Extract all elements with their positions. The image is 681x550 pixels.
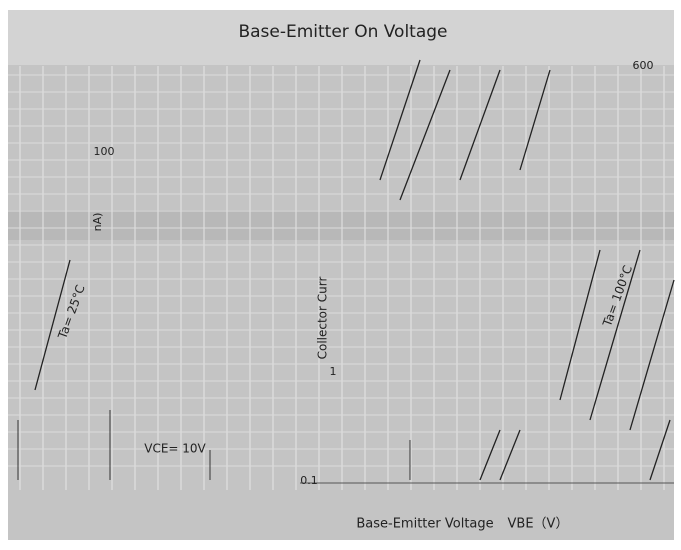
mid-band [8, 210, 674, 240]
x-axis-label: Base-Emitter Voltage [356, 517, 493, 532]
value-label: 100 [94, 145, 115, 158]
artifact-line [589, 249, 641, 421]
artifact-line [629, 279, 675, 431]
top-band [8, 10, 674, 65]
artifact-line [379, 59, 421, 181]
artifact-line [559, 249, 601, 401]
condition-label: VCE= 10V [144, 442, 206, 456]
artifact-line [519, 69, 551, 171]
x-axis-symbol: VBE（V） [508, 517, 569, 532]
glitched-chart [8, 10, 674, 540]
title: Base-Emitter On Voltage [238, 22, 447, 42]
value-label: 0.1 [300, 474, 318, 487]
grid-artifacts [8, 59, 675, 490]
unit-label: nA) [91, 213, 104, 232]
artifact-line [34, 259, 71, 391]
artifact-line [459, 69, 501, 181]
y-axis-label: Collector Curr [316, 277, 330, 360]
value-label: 1 [330, 365, 337, 378]
artifact-line [399, 69, 451, 201]
value-label: 600 [633, 59, 654, 72]
artifact-line [479, 429, 501, 481]
artifact-line [649, 419, 671, 481]
artifact-line [499, 429, 521, 481]
